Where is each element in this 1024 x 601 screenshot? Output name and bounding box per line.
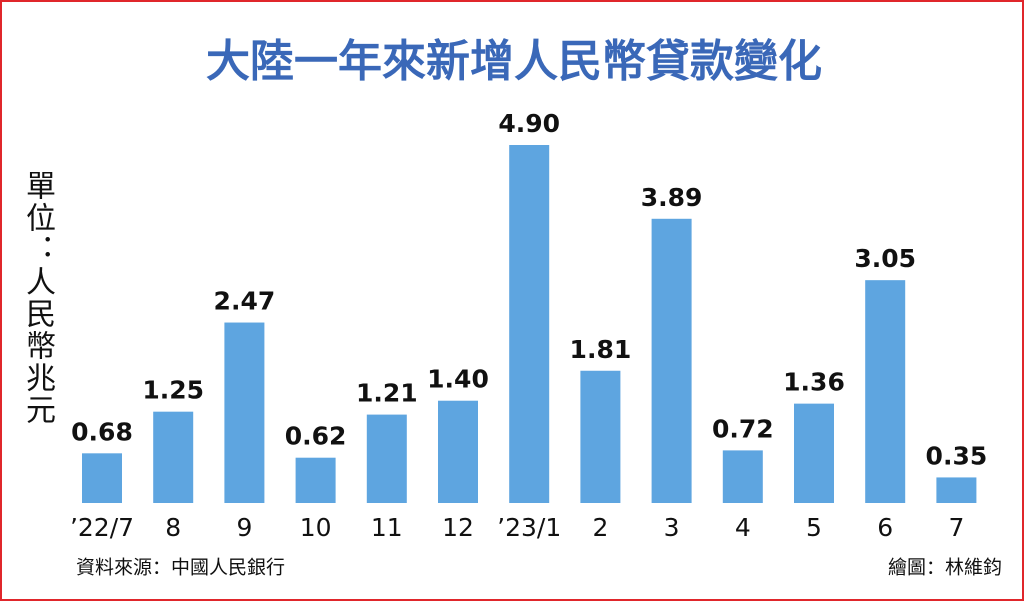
bar	[509, 145, 550, 503]
bar	[580, 370, 621, 503]
value-label: 0.72	[712, 414, 774, 443]
bar	[865, 280, 906, 503]
x-tick-label: 8	[165, 513, 181, 542]
unit-label: 單位：人民幣兆元	[20, 170, 55, 426]
value-label: 1.25	[142, 376, 204, 405]
bar	[794, 403, 834, 503]
x-tick-label: ’23/1	[497, 513, 561, 542]
x-tick-label: 11	[371, 513, 403, 542]
value-label: 0.62	[285, 422, 347, 451]
bar	[651, 218, 692, 503]
bar	[722, 450, 763, 503]
x-tick-label: 6	[877, 513, 893, 542]
x-tick-label: 12	[442, 513, 474, 542]
value-label: 0.35	[926, 441, 988, 470]
value-label: 1.36	[783, 368, 845, 397]
bar	[936, 477, 977, 503]
value-label: 1.81	[570, 335, 632, 364]
source: 資料來源：中國人民銀行	[76, 557, 285, 579]
x-tick-label: 7	[948, 513, 964, 542]
x-tick-label: 4	[735, 513, 751, 542]
chart-title: 大陸一年來新增人民幣貸款變化	[206, 36, 822, 87]
bar	[438, 400, 478, 503]
value-label: 2.47	[214, 287, 276, 316]
value-label: 3.05	[854, 244, 916, 273]
value-label: 4.90	[498, 109, 560, 138]
bar	[153, 411, 194, 503]
x-tick-label: 9	[236, 513, 252, 542]
value-label: 0.68	[71, 417, 133, 446]
x-tick-label: ’22/7	[70, 513, 134, 542]
bar	[366, 414, 407, 503]
value-label: 1.40	[427, 365, 489, 394]
bar	[82, 453, 122, 503]
bar	[295, 457, 336, 503]
x-tick-label: 3	[664, 513, 680, 542]
x-tick-label: 2	[592, 513, 608, 542]
value-label: 1.21	[356, 379, 418, 408]
value-label: 3.89	[641, 183, 703, 212]
bar	[224, 322, 265, 503]
x-tick-label: 10	[300, 513, 332, 542]
credit: 繪圖：林維鈞	[888, 557, 1002, 579]
x-tick-label: 5	[806, 513, 822, 542]
